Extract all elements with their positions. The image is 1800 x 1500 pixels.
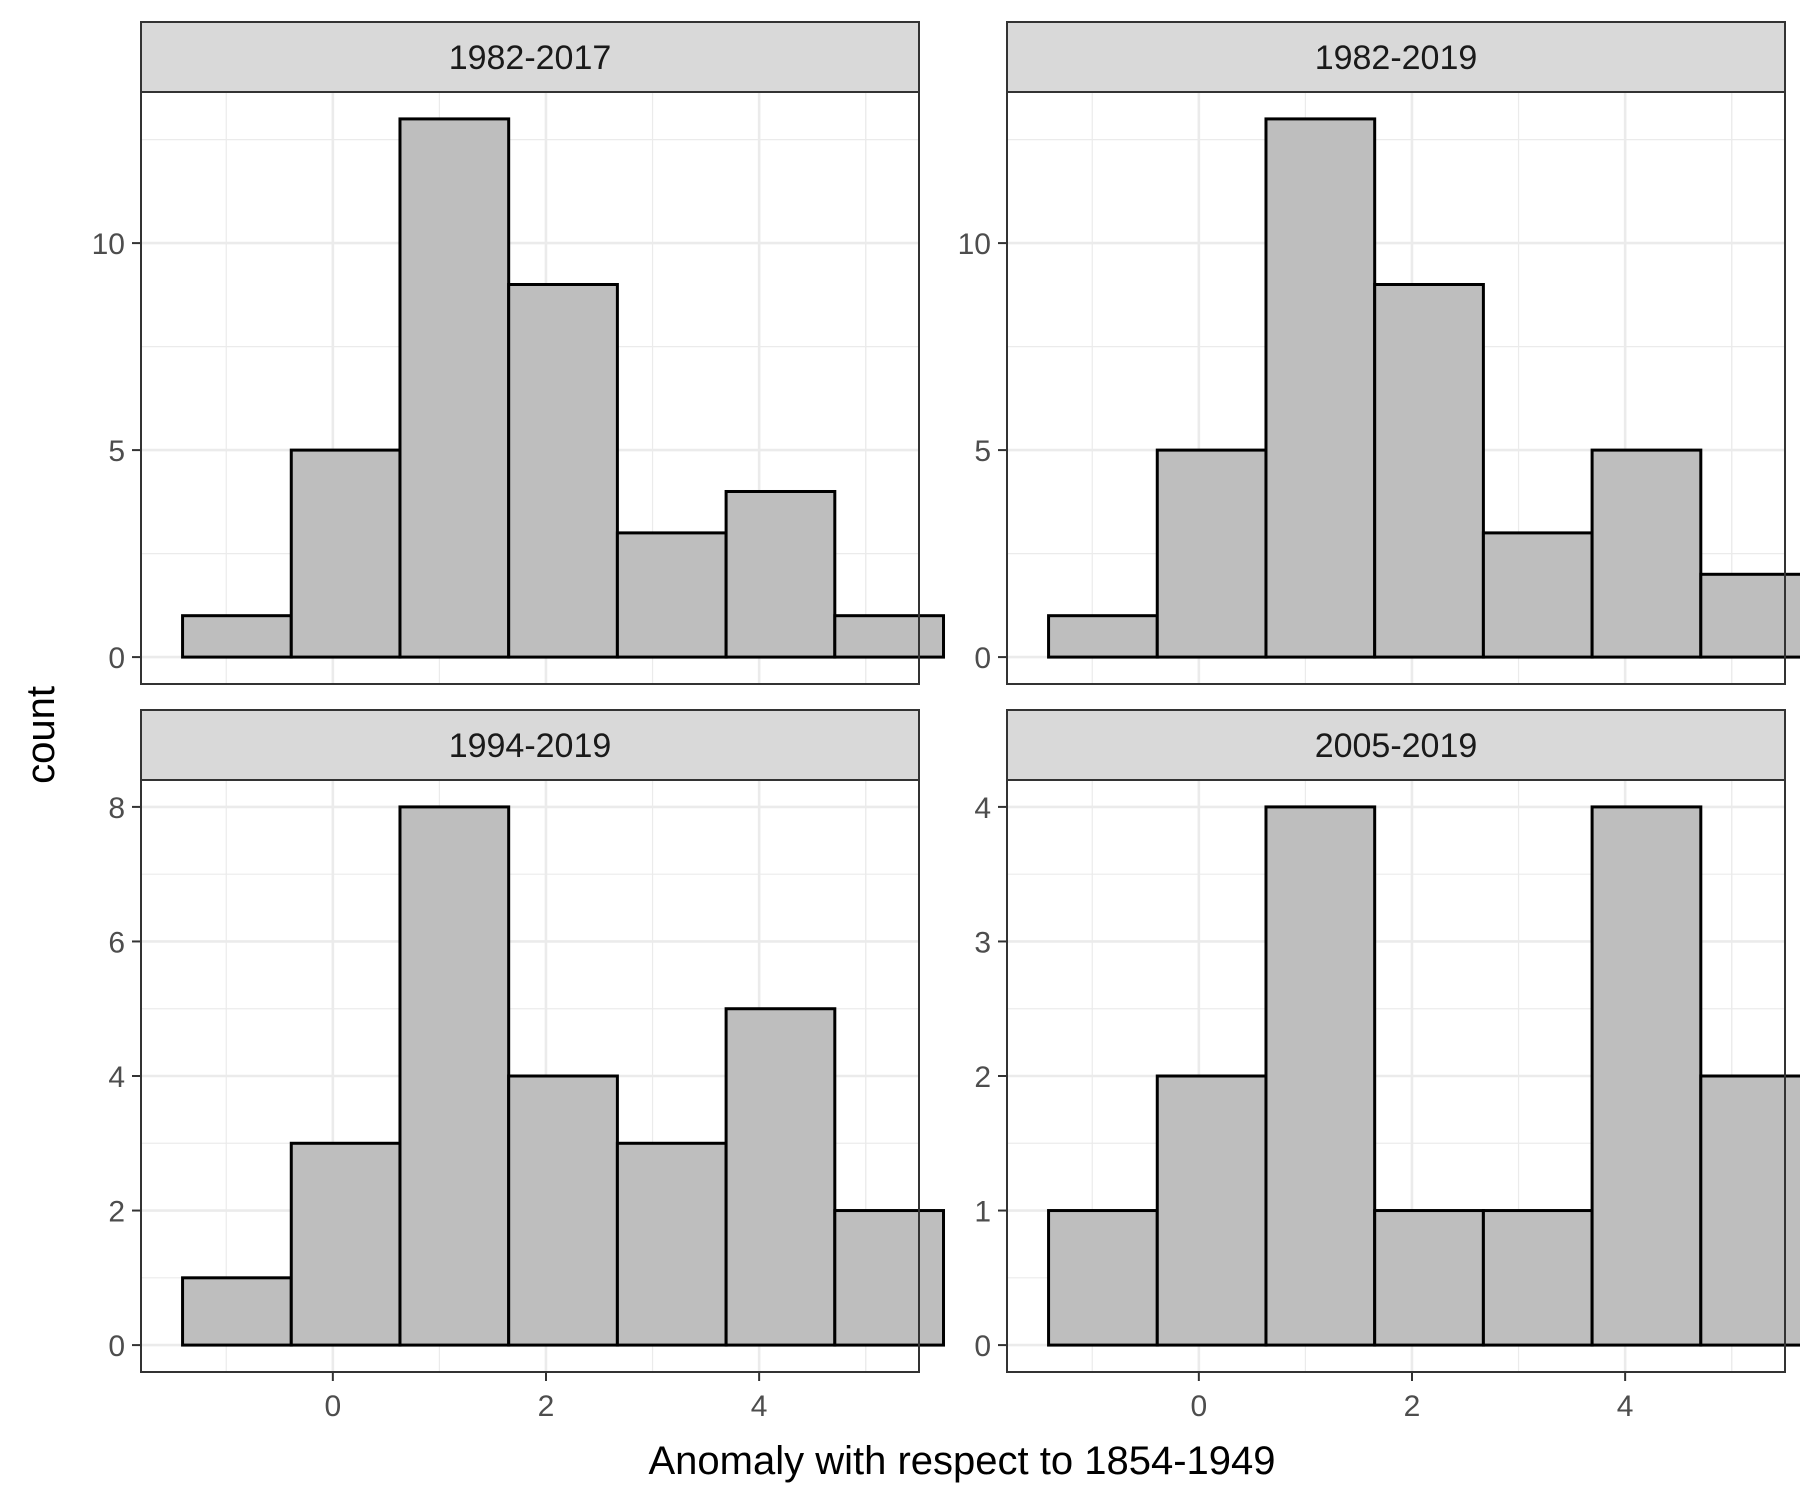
histogram-bar (833, 614, 946, 659)
histogram-bar (181, 614, 293, 659)
facet-strip (140, 709, 920, 781)
histogram-bar (1047, 614, 1159, 659)
x-tick-label: 4 (1617, 1390, 1634, 1423)
y-tick-label: 2 (108, 1196, 125, 1229)
y-tick-label: 4 (974, 792, 991, 825)
y-tick-label: 10 (958, 228, 991, 261)
histogram-bar (1155, 448, 1268, 659)
y-tick-label: 5 (974, 435, 991, 468)
histogram-bar (1590, 805, 1703, 1347)
histogram-bar (615, 1141, 728, 1347)
y-tick-label: 0 (108, 642, 125, 675)
histogram-bar (1264, 805, 1377, 1347)
y-tick-label: 8 (108, 792, 125, 825)
y-tick-label: 4 (108, 1061, 125, 1094)
histogram-bar (507, 1074, 619, 1347)
histogram-bar (398, 805, 511, 1347)
x-tick-label: 0 (324, 1390, 341, 1423)
x-axis-title: Anomaly with respect to 1854-1949 (648, 1439, 1275, 1483)
histogram-bar (1699, 572, 1800, 659)
histogram-bar (507, 283, 619, 659)
y-tick-label: 1 (974, 1196, 991, 1229)
y-tick-label: 6 (108, 926, 125, 959)
histogram-bar (1373, 283, 1485, 659)
y-tick-label: 2 (974, 1061, 991, 1094)
y-tick-label: 0 (108, 1330, 125, 1363)
histogram-bar (1155, 1074, 1268, 1347)
facet-strip (140, 21, 920, 93)
histogram-bar (1373, 1209, 1485, 1347)
histogram-bar (1590, 448, 1703, 659)
x-tick-label: 2 (538, 1390, 555, 1423)
x-tick-label: 2 (1404, 1390, 1421, 1423)
y-tick-label: 0 (974, 1330, 991, 1363)
histogram-bar (833, 1209, 946, 1347)
histogram-bar (1699, 1074, 1800, 1347)
histogram-bar (1047, 1209, 1159, 1347)
histogram-bar (1481, 1209, 1594, 1347)
y-tick-label: 5 (108, 435, 125, 468)
histogram-bar (289, 1141, 402, 1347)
facet-strip-label: 1994-2019 (449, 727, 612, 765)
facet-panel-1: 1982-2017 0 5 10 (92, 21, 946, 685)
facet-panel-3: 1994-2019 0 2 4 6 8 0 2 4 (108, 709, 946, 1423)
histogram-bar (289, 448, 402, 659)
histogram-bar (398, 117, 511, 659)
y-tick-label: 0 (974, 642, 991, 675)
histogram-bar (724, 1007, 837, 1347)
x-tick-label: 0 (1190, 1390, 1207, 1423)
histogram-bar (1264, 117, 1377, 659)
facet-panel-4: 2005-2019 0 1 2 3 4 0 2 4 (974, 709, 1800, 1423)
histogram-bar (181, 1276, 293, 1347)
histogram-bar (724, 489, 837, 659)
facet-strip-label: 2005-2019 (1315, 727, 1478, 765)
histogram-bar (615, 531, 728, 659)
facet-panel-2: 1982-2019 0 5 10 (958, 21, 1800, 685)
facet-strip (1006, 709, 1786, 781)
y-axis-title: count (19, 686, 63, 784)
facet-strip (1006, 21, 1786, 93)
facet-strip-label: 1982-2017 (449, 39, 612, 77)
y-tick-label: 3 (974, 926, 991, 959)
facet-strip-label: 1982-2019 (1315, 39, 1478, 77)
histogram-bar (1481, 531, 1594, 659)
y-tick-label: 10 (92, 228, 125, 261)
x-tick-label: 4 (751, 1390, 768, 1423)
